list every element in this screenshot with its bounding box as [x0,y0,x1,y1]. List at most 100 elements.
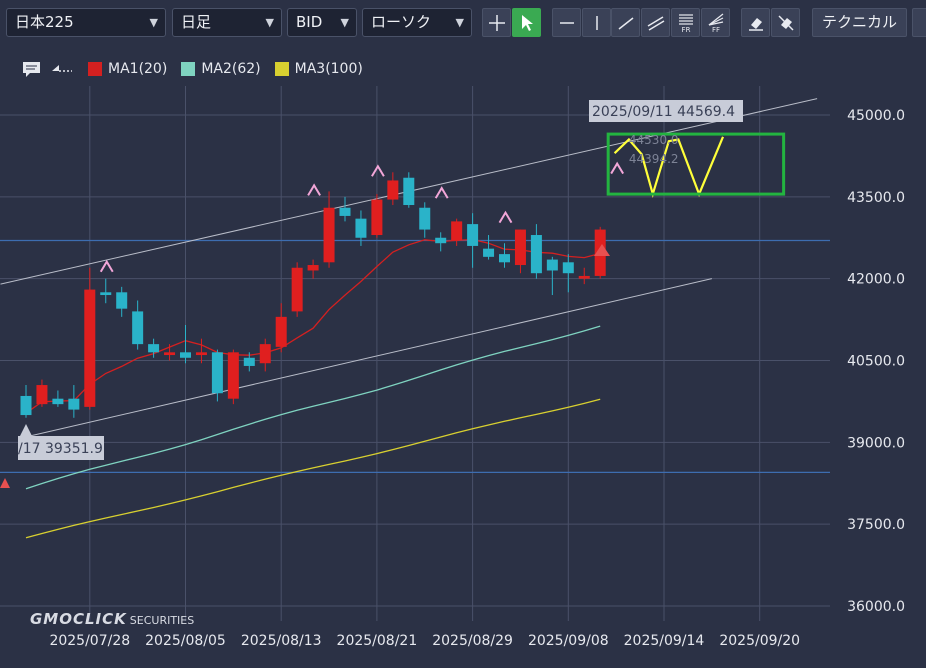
ma3-label: MA3(100) [294,61,363,77]
fibonacci-fan-icon: FF [708,13,723,34]
trend-line-icon [618,16,633,30]
candle-body [467,224,479,246]
date-tick-label: 2025/09/20 [719,633,800,649]
candle-body [195,352,207,356]
fibonacci-retracement-tool-button[interactable]: FR [671,8,700,37]
legend-ma2: MA2(62) [181,61,261,77]
ma3-swatch [274,62,289,76]
broker-logo: GMOCLICK SECURITIES [30,609,194,628]
logo-sub: SECURITIES [129,614,195,627]
chevron-down-icon: ▼ [149,16,158,29]
candle-body [291,267,303,312]
erase-all-icon [777,14,794,31]
price-side-select[interactable]: BID ▼ [287,8,357,37]
chart-style-value: ローソク [371,13,432,31]
candle-body [562,262,574,274]
candle-body [211,352,223,394]
chevron-down-icon: ▼ [265,16,274,29]
chevron-down-icon: ▼ [455,16,464,29]
symbol-select[interactable]: 日本225 ▼ [6,8,166,37]
chart-legend: MA1(20) MA2(62) MA3(100) [22,58,377,80]
price-tick-label: 43500.0 [847,190,905,206]
candle-body [307,265,319,271]
candle-body [371,199,383,236]
candle-body [483,248,495,257]
candle-body [100,292,112,296]
candle-body [403,177,415,206]
candle-body [419,207,431,230]
pointer-icon [521,14,533,31]
legend-ma1: MA1(20) [88,61,167,77]
date-tick-label: 2025/09/14 [624,633,705,649]
erase-all-tool-button[interactable] [771,8,800,37]
crosshair-tool-button[interactable] [482,8,511,37]
candle-body [20,395,32,416]
low-price-label: /17 39351.9 [18,441,103,457]
ma2-swatch [181,62,196,76]
ma2-line [25,325,601,490]
ma2-label: MA2(62) [201,61,261,77]
signal-triangle-edge [0,478,10,488]
moving-averages [25,238,601,539]
candle-body [355,218,367,238]
ma3-line [25,398,601,539]
vertical-line-tool-button[interactable] [582,8,611,37]
legend-ma3: MA3(100) [274,61,363,77]
horizontal-lines [0,239,830,473]
candle-body [387,180,399,200]
technical-button[interactable]: テクニカル [812,8,908,37]
candle-body [514,229,526,266]
annotations: 44530.0 44394.2 2025/09/11 44569.4/17 3935… [0,100,786,488]
fibonacci-fan-tool-button[interactable]: FF [701,8,730,37]
candle-body [180,352,191,358]
price-label-faint: 44530.0 [629,133,679,147]
chart-style-select[interactable]: ローソク ▼ [362,8,472,37]
vertical-line-icon [595,15,598,30]
fr-label: FR [681,26,690,34]
date-tick-label: 2025/08/05 [145,633,226,649]
candle-body [259,344,271,364]
price-label-faint: 44394.2 [629,152,679,166]
chevron-down-icon: ▼ [340,16,349,29]
peak-marker [371,164,385,177]
ff-label: FF [711,26,719,34]
peak-marker [610,161,625,175]
candle-body [578,275,590,279]
trend-line-tool-button[interactable] [611,8,640,37]
high-price-label: 2025/09/11 44569.4 [592,104,735,120]
candle-body [227,352,239,399]
logo-main: GMOCLICK [30,610,127,628]
candle-body [323,207,335,263]
price-chart[interactable]: 44530.0 44394.2 2025/09/11 44569.4/17 3935… [0,46,926,668]
price-tick-label: 42000.0 [847,272,905,288]
price-tick-label: 36000.0 [847,599,905,615]
symbol-value: 日本225 [15,13,74,31]
eraser-tool-button[interactable] [741,8,770,37]
date-tick-label: 2025/08/13 [241,633,322,649]
timeframe-select[interactable]: 日足 ▼ [172,8,282,37]
horizontal-line-icon [559,21,574,24]
horizontal-line-tool-button[interactable] [552,8,581,37]
date-axis: 2025/07/28 2025/08/05 2025/08/13 2025/08/21… [49,633,800,649]
low-marker-triangle [20,424,32,436]
pointer-tool-button[interactable] [512,8,541,37]
parallel-lines-tool-button[interactable] [641,8,670,37]
peak-marker [434,186,449,199]
candle-body [68,398,80,410]
indicator-settings-icon[interactable] [50,61,74,77]
candle-body [116,292,128,309]
price-tick-label: 45000.0 [847,108,905,124]
candle-body [243,357,255,366]
comment-icon[interactable] [22,61,42,77]
price-axis: 45000.0 43500.0 42000.0 40500.0 39000.0 37500… [847,108,905,615]
candle-body [164,352,176,356]
candle-body [339,207,351,216]
target-zone-box [606,132,786,196]
candle-body [499,254,510,263]
signal-triangle [594,244,610,256]
candle-body [84,289,96,407]
more-tools-button[interactable] [912,8,926,37]
date-tick-label: 2025/08/21 [337,633,418,649]
candle-body [546,259,558,271]
price-side-value: BID [296,13,323,31]
